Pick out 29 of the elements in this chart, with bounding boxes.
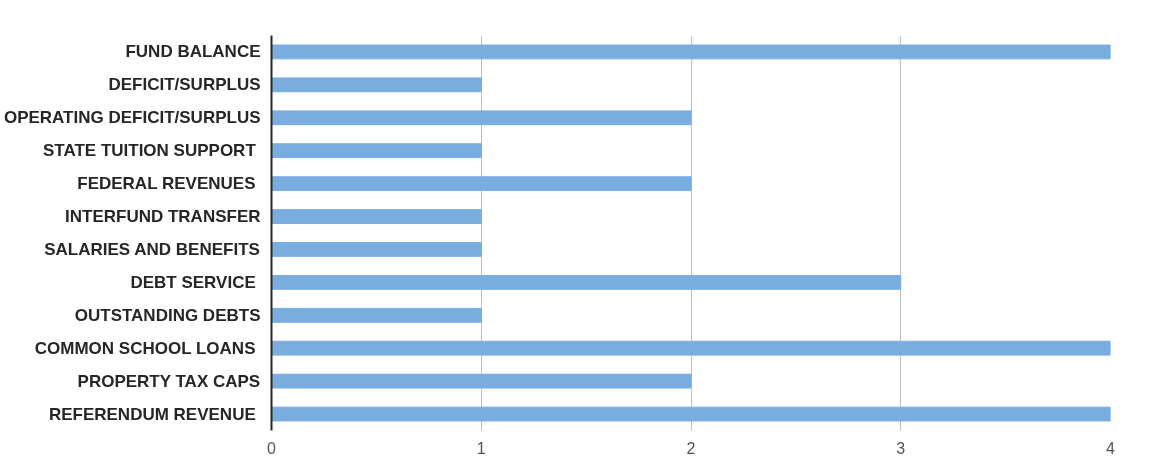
bar: [271, 44, 1111, 60]
x-tick-label: 1: [476, 439, 486, 457]
x-tick-label: 0: [267, 439, 277, 457]
bar: [271, 274, 902, 290]
bar: [271, 242, 482, 257]
bar: [271, 209, 482, 224]
bar: [271, 373, 692, 389]
y-tick-label: COMMON SCHOOL LOANS: [34, 338, 256, 358]
y-tick-label: SALARIES AND BENEFITS: [44, 239, 260, 259]
y-tick-label: FUND BALANCE: [125, 42, 261, 62]
y-tick-label: INTERFUND TRANSFER: [65, 207, 261, 227]
bar: [271, 340, 1111, 356]
y-tick-label: DEFICIT/SURPLUS: [108, 75, 261, 95]
bar: [271, 307, 482, 323]
y-tick-label: DEBT SERVICE: [130, 272, 256, 292]
bar: [271, 406, 1111, 422]
y-tick-label: PROPERTY TAX CAPS: [77, 371, 261, 391]
x-tick-label: 3: [896, 439, 906, 457]
y-tick-label: OUTSTANDING DEBTS: [74, 305, 261, 325]
y-tick-label: OPERATING DEFICIT/SURPLUS: [3, 108, 261, 128]
x-tick-label: 2: [686, 439, 696, 457]
bar: [271, 110, 692, 126]
y-tick-label: FEDERAL REVENUES: [77, 174, 256, 194]
bar: [271, 77, 482, 93]
y-tick-label: STATE TUITION SUPPORT: [42, 141, 257, 161]
bar: [271, 143, 482, 159]
bar: [271, 176, 692, 192]
x-tick-label: 4: [1106, 439, 1116, 457]
y-tick-label: REFERENDUM REVENUE: [48, 404, 256, 424]
